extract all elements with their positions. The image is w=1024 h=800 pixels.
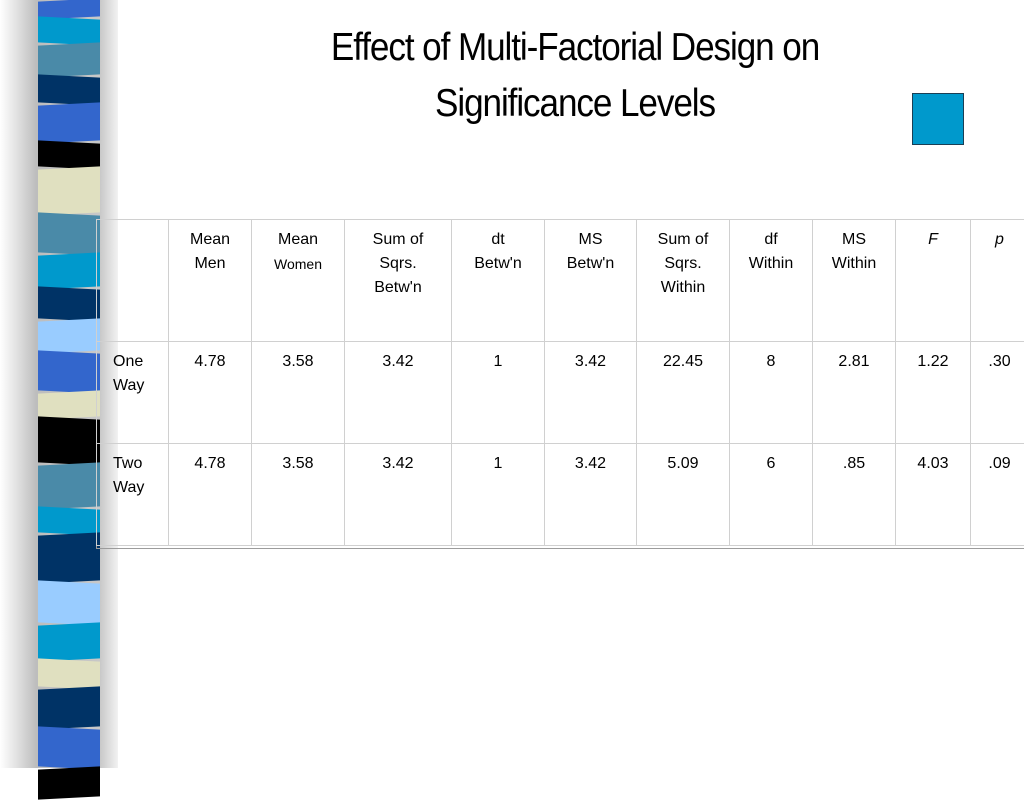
decorative-stripe — [38, 286, 100, 321]
header-ms-within: MS Within — [813, 220, 896, 342]
table-row: Two Way 4.78 3.58 3.42 1 3.42 5.09 6 .85… — [97, 444, 1024, 546]
decorative-stripe — [38, 686, 100, 729]
header-text: Men — [171, 252, 249, 276]
table-cell: 8 — [730, 342, 813, 444]
title-line-2: Significance Levels — [274, 76, 877, 132]
table-cell: 4.78 — [169, 342, 252, 444]
table-cell: 4.78 — [169, 444, 252, 546]
header-text: Sum of — [639, 228, 727, 252]
table-cell: 1.22 — [896, 342, 971, 444]
decorative-stripe — [38, 580, 100, 625]
header-f: F — [896, 220, 971, 342]
decorative-stripe — [38, 506, 100, 535]
header-text: Sqrs. — [639, 252, 727, 276]
anova-table: Mean Men Mean Women Sum of Sqrs. Betw'n … — [96, 219, 1024, 546]
table-cell: 4.03 — [896, 444, 971, 546]
row-label-two-way: Two Way — [97, 444, 169, 546]
header-text: df — [732, 228, 810, 252]
decorative-stripe — [38, 416, 100, 465]
header-text: Mean — [171, 228, 249, 252]
decorative-stripe — [38, 766, 100, 799]
header-text: Mean — [254, 228, 342, 252]
table-cell: 3.42 — [345, 342, 452, 444]
decorative-stripe — [38, 726, 100, 769]
header-mean-women: Mean Women — [252, 220, 345, 342]
decorative-stripe — [38, 390, 100, 419]
title-line-1: Effect of Multi-Factorial Design on — [274, 20, 877, 76]
table-cell: 3.42 — [545, 342, 637, 444]
decorative-stripe — [38, 532, 100, 583]
header-df-within: df Within — [730, 220, 813, 342]
header-ss-between: Sum of Sqrs. Betw'n — [345, 220, 452, 342]
header-text: Within — [732, 252, 810, 276]
decorative-stripe — [38, 318, 100, 353]
table-cell: .30 — [971, 342, 1024, 444]
header-text: Betw'n — [454, 252, 542, 276]
table-cell: 2.81 — [813, 342, 896, 444]
header-ms-between: MS Betw'n — [545, 220, 637, 342]
decorative-square — [912, 93, 964, 145]
decorative-stripe — [38, 42, 100, 77]
decorative-stripe — [38, 622, 100, 661]
decorative-stripes — [38, 0, 100, 768]
header-text: F — [898, 228, 968, 252]
table-cell: 3.58 — [252, 444, 345, 546]
header-corner-cell — [97, 220, 169, 342]
header-text: Betw'n — [547, 252, 634, 276]
header-p: p — [971, 220, 1024, 342]
header-text: dt — [454, 228, 542, 252]
decorative-stripe — [38, 166, 100, 215]
table-cell: .85 — [813, 444, 896, 546]
header-text: Sum of — [347, 228, 449, 252]
table-cell: 3.58 — [252, 342, 345, 444]
header-df-between: dt Betw'n — [452, 220, 545, 342]
table-cell: 22.45 — [637, 342, 730, 444]
header-ss-within: Sum of Sqrs. Within — [637, 220, 730, 342]
table-cell: 3.42 — [345, 444, 452, 546]
slide-title: Effect of Multi-Factorial Design on Sign… — [274, 20, 877, 132]
table-cell: 1 — [452, 444, 545, 546]
row-label-text: Two — [113, 452, 166, 476]
header-text: Sqrs. — [347, 252, 449, 276]
header-text: Within — [815, 252, 893, 276]
table-header-row: Mean Men Mean Women Sum of Sqrs. Betw'n … — [97, 220, 1024, 342]
header-text: MS — [815, 228, 893, 252]
decorative-stripe — [38, 252, 100, 289]
decorative-stripe — [38, 350, 100, 393]
table-cell: 5.09 — [637, 444, 730, 546]
decorative-stripe — [38, 74, 100, 105]
table-cell: .09 — [971, 444, 1024, 546]
row-label-text: Way — [113, 476, 166, 500]
header-text: Within — [639, 276, 727, 300]
table-cell: 1 — [452, 342, 545, 444]
table-cell: 3.42 — [545, 444, 637, 546]
decorative-stripe — [38, 658, 100, 689]
decorative-stripe — [38, 102, 100, 143]
row-label-one-way: One Way — [97, 342, 169, 444]
row-label-text: One — [113, 350, 166, 374]
header-text: Betw'n — [347, 276, 449, 300]
header-text: Women — [254, 252, 342, 276]
header-text: MS — [547, 228, 634, 252]
table-cell: 6 — [730, 444, 813, 546]
decorative-stripe — [38, 140, 100, 169]
table-row: One Way 4.78 3.58 3.42 1 3.42 22.45 8 2.… — [97, 342, 1024, 444]
row-label-text: Way — [113, 374, 166, 398]
decorative-stripe — [38, 462, 100, 509]
header-text: p — [973, 228, 1024, 252]
header-mean-men: Mean Men — [169, 220, 252, 342]
decorative-stripe — [38, 212, 100, 255]
decorative-stripe — [38, 16, 100, 45]
